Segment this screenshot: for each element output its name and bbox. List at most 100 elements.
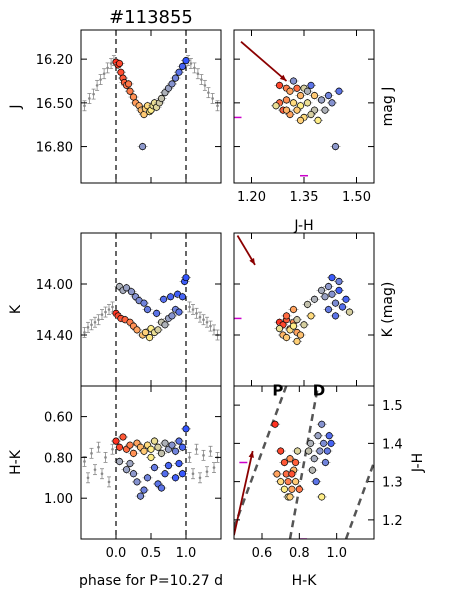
y-tick-label: 1.5 [382, 399, 403, 414]
data-point [147, 453, 155, 461]
data-point [171, 447, 180, 455]
data-point [115, 59, 124, 68]
data-point [314, 116, 322, 124]
data-point [312, 478, 320, 486]
background-point [104, 456, 107, 459]
data-point [305, 447, 313, 455]
panels: 16.20 16.50 16.80 J 1.20 1.35 1.50 J-H mag J 14.0… [8, 29, 426, 589]
background-point [203, 84, 207, 87]
data-point [307, 312, 315, 320]
class-boundary [344, 462, 374, 539]
data-point [168, 80, 176, 88]
background-point [209, 324, 212, 328]
data-point [141, 328, 149, 337]
data-point [282, 96, 291, 104]
data-point [342, 295, 350, 303]
data-point [168, 312, 176, 320]
data-point [182, 274, 190, 282]
y-tick-label: 16.80 [36, 141, 73, 156]
x-tick-label: 1.35 [290, 190, 319, 205]
x-tick-label: 1.50 [342, 190, 371, 205]
x-tick-label: 1.0 [326, 546, 347, 561]
data-point [323, 447, 331, 455]
data-point [296, 92, 305, 100]
data-point [286, 455, 294, 463]
data-point [318, 420, 326, 428]
data-point [292, 478, 300, 486]
data-point [335, 286, 343, 294]
data-point [140, 299, 148, 307]
data-point [139, 143, 147, 151]
background-point [83, 331, 86, 334]
y-tick-label: 0.60 [44, 411, 73, 426]
data-point [143, 474, 152, 482]
data-point [140, 486, 148, 494]
data-point [331, 299, 340, 307]
plot-area [234, 235, 355, 346]
data-point [293, 337, 301, 345]
data-point [328, 99, 336, 107]
data-point [286, 493, 294, 501]
data-point [115, 457, 124, 466]
panel-J_vs_JH: 1.20 1.35 1.50 J-H mag J [233, 29, 396, 234]
data-point [280, 458, 288, 467]
background-point [83, 460, 86, 463]
y-tick-label: 14.00 [36, 278, 73, 293]
background-point [216, 104, 219, 108]
background-point [195, 312, 198, 315]
background-point [212, 328, 216, 332]
background-point [102, 72, 106, 76]
data-point [154, 326, 162, 334]
background-point [99, 78, 102, 81]
data-point [175, 308, 183, 316]
background-point [207, 91, 210, 94]
data-point [300, 321, 308, 329]
data-point [272, 102, 280, 110]
data-point [153, 309, 161, 317]
background-point [198, 315, 202, 319]
plot-area [82, 386, 220, 539]
x-tick-label: 0.8 [289, 546, 310, 561]
data-point [157, 94, 166, 103]
data-point [112, 437, 120, 445]
data-point [307, 110, 315, 119]
data-point [157, 449, 166, 457]
data-point [171, 474, 180, 482]
data-point [345, 308, 354, 316]
y-tick-label: 1.4 [382, 437, 403, 452]
data-point [133, 326, 141, 334]
data-point [289, 77, 298, 85]
background-point [202, 454, 205, 457]
data-point [296, 116, 305, 124]
data-point [129, 470, 138, 478]
data-point [171, 74, 180, 82]
background-point [104, 310, 107, 314]
background-point [83, 104, 86, 108]
background-point [106, 66, 109, 70]
data-point [125, 80, 133, 88]
reddening-arrow [234, 450, 254, 536]
data-point [295, 485, 303, 493]
data-point [321, 458, 330, 467]
data-point [271, 420, 279, 428]
y-tick-label: 1.00 [44, 492, 73, 507]
data-point [321, 293, 329, 301]
y-tick-label: 16.50 [36, 97, 73, 112]
data-point [167, 293, 175, 301]
background-point [95, 84, 99, 87]
data-point [303, 300, 312, 308]
data-point [136, 492, 145, 500]
background-point [211, 97, 214, 100]
y-axis-label: K [8, 304, 24, 314]
background-point [90, 323, 93, 327]
reddening-arrowhead [248, 451, 254, 458]
data-point [325, 432, 333, 440]
data-point [168, 441, 176, 449]
data-point [122, 284, 131, 292]
data-point [288, 470, 296, 478]
data-point [133, 478, 141, 486]
data-point [293, 316, 301, 324]
data-point [324, 305, 333, 314]
y-tick-label: 14.40 [36, 329, 73, 344]
data-point [321, 106, 329, 114]
